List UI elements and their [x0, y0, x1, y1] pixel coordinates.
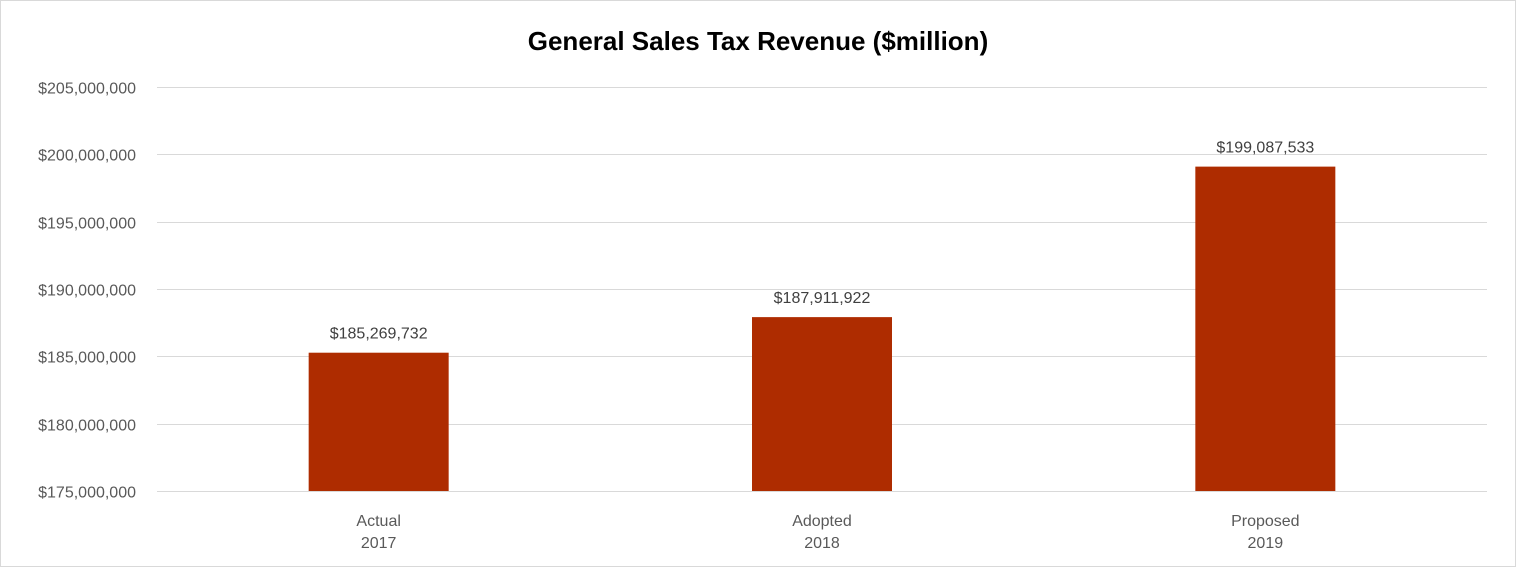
data-label: $187,911,922	[774, 290, 871, 307]
bar	[1195, 166, 1336, 491]
x-category-label: Actual	[356, 513, 400, 530]
data-label: $185,269,732	[330, 326, 428, 343]
y-tick-label: $205,000,000	[38, 81, 136, 98]
y-tick-label: $180,000,000	[38, 418, 136, 435]
y-tick-label: $175,000,000	[38, 485, 136, 502]
y-tick-label: $195,000,000	[38, 216, 136, 233]
y-tick-label: $190,000,000	[38, 283, 136, 300]
x-category-label: 2017	[361, 535, 397, 552]
bar	[752, 317, 892, 491]
y-axis-ticks: $175,000,000 $180,000,000 $185,000,000 $190…	[38, 81, 136, 502]
data-label: $199,087,533	[1216, 140, 1314, 157]
y-tick-label: $185,000,000	[38, 350, 136, 367]
x-category-label: Adopted	[792, 513, 852, 530]
x-category-label: 2019	[1248, 535, 1284, 552]
bars	[308, 166, 1336, 491]
y-tick-label: $200,000,000	[38, 148, 136, 165]
x-category-label: Proposed	[1231, 513, 1300, 530]
x-axis-categories: Actual 2017 Adopted 2018 Proposed 2019	[356, 513, 1299, 552]
x-category-label: 2018	[804, 535, 840, 552]
data-labels: $185,269,732 $187,911,922 $199,087,533	[330, 140, 1315, 343]
chart-title: General Sales Tax Revenue ($million)	[527, 26, 989, 56]
bar	[308, 352, 449, 491]
